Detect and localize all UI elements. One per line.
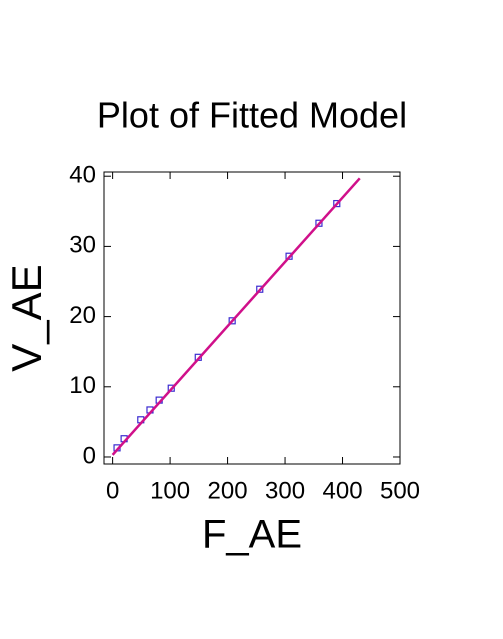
y-tick-label: 10 [69,372,96,399]
x-tick-label: 400 [323,477,363,504]
y-axis-label: V_AE [3,264,50,371]
plot-frame [103,171,401,465]
y-tick-label: 40 [69,162,96,189]
chart-title: Plot of Fitted Model [97,95,407,136]
data-point [256,285,264,293]
data-point [315,219,323,227]
data-point [167,384,175,392]
fitted-line [111,177,361,456]
y-tick-label: 30 [69,232,96,259]
x-tick-label: 200 [208,477,248,504]
x-tick-label: 100 [150,477,190,504]
x-tick-label: 500 [380,477,420,504]
x-tick-label: 300 [265,477,305,504]
y-tick-label: 0 [83,442,96,469]
x-axis-label: F_AE [202,513,302,557]
data-point [333,199,341,208]
x-tick-label: 0 [106,477,119,504]
data-point [228,317,236,325]
y-tick-label: 20 [69,302,96,329]
